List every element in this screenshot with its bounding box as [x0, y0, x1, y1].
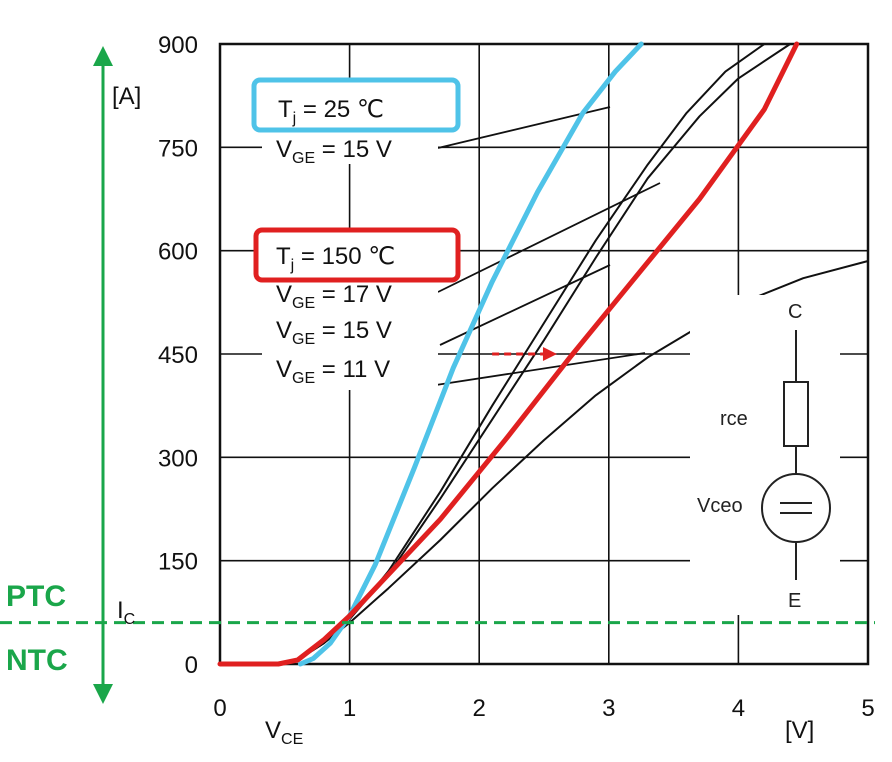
plot-frame	[218, 42, 870, 666]
x-tick-labels: 0 1 2 3 4 5	[213, 695, 874, 722]
collector-label: C	[788, 301, 802, 323]
box-tj-150c	[253, 227, 461, 283]
x-tick-1: 1	[343, 695, 356, 722]
y-tick-450: 450	[158, 342, 198, 369]
label-vge-11v: VGE = 11 V	[276, 356, 390, 387]
x-tick-5: 5	[861, 695, 874, 722]
series-line-1	[217, 41, 800, 667]
y-tick-labels: 0 150 300 450 600 750 900	[158, 32, 198, 679]
label-vge-17v: VGE = 17 V	[276, 281, 392, 312]
y-tick-300: 300	[158, 445, 198, 472]
schematic-bg	[690, 295, 840, 615]
x-tick-4: 4	[732, 695, 745, 722]
x-tick-3: 3	[602, 695, 615, 722]
label-bg-25c	[262, 130, 438, 164]
label-tj-25c: Tj = 25 ℃	[278, 96, 384, 127]
annotation-pointers	[435, 106, 661, 386]
green-arrow-up-icon	[93, 46, 113, 66]
y-tick-600: 600	[158, 239, 198, 266]
voltage-source-symbol	[761, 473, 831, 543]
green-arrow-down-icon	[93, 684, 113, 704]
x-tick-0: 0	[213, 695, 226, 722]
y-tick-750: 750	[158, 135, 198, 162]
label-vge-15v-25c: VGE = 15 V	[276, 136, 392, 167]
series-line-0	[297, 41, 644, 667]
resistor-symbol	[783, 381, 809, 447]
pointer-150c-11v	[435, 352, 646, 386]
box-tj-25c	[251, 77, 461, 133]
y-tick-0: 0	[185, 652, 198, 679]
label-vge-15v-150c: VGE = 15 V	[276, 317, 392, 348]
ptc-label: PTC	[6, 580, 66, 613]
source-label: Vceo	[697, 495, 743, 517]
y-tick-150: 150	[158, 549, 198, 576]
resistor-label: rce	[720, 408, 748, 430]
shift-arrow	[492, 347, 557, 361]
y-axis-unit: [A]	[112, 83, 141, 110]
emitter-label: E	[788, 590, 801, 612]
x-axis-unit: [V]	[785, 717, 814, 744]
x-tick-2: 2	[473, 695, 486, 722]
y-tick-900: 900	[158, 32, 198, 59]
x-axis-label: VCE	[265, 717, 303, 748]
label-tj-150c: Tj = 150 ℃	[276, 243, 395, 274]
ntc-label: NTC	[6, 644, 68, 677]
ic-label: IC	[117, 597, 135, 628]
label-bg-150c	[262, 278, 438, 390]
equivalent-circuit: C rce Vceo E	[690, 295, 840, 615]
pointer-150c-17v	[437, 182, 661, 293]
ptc-ntc-annotation: PTC NTC IC	[0, 46, 875, 704]
